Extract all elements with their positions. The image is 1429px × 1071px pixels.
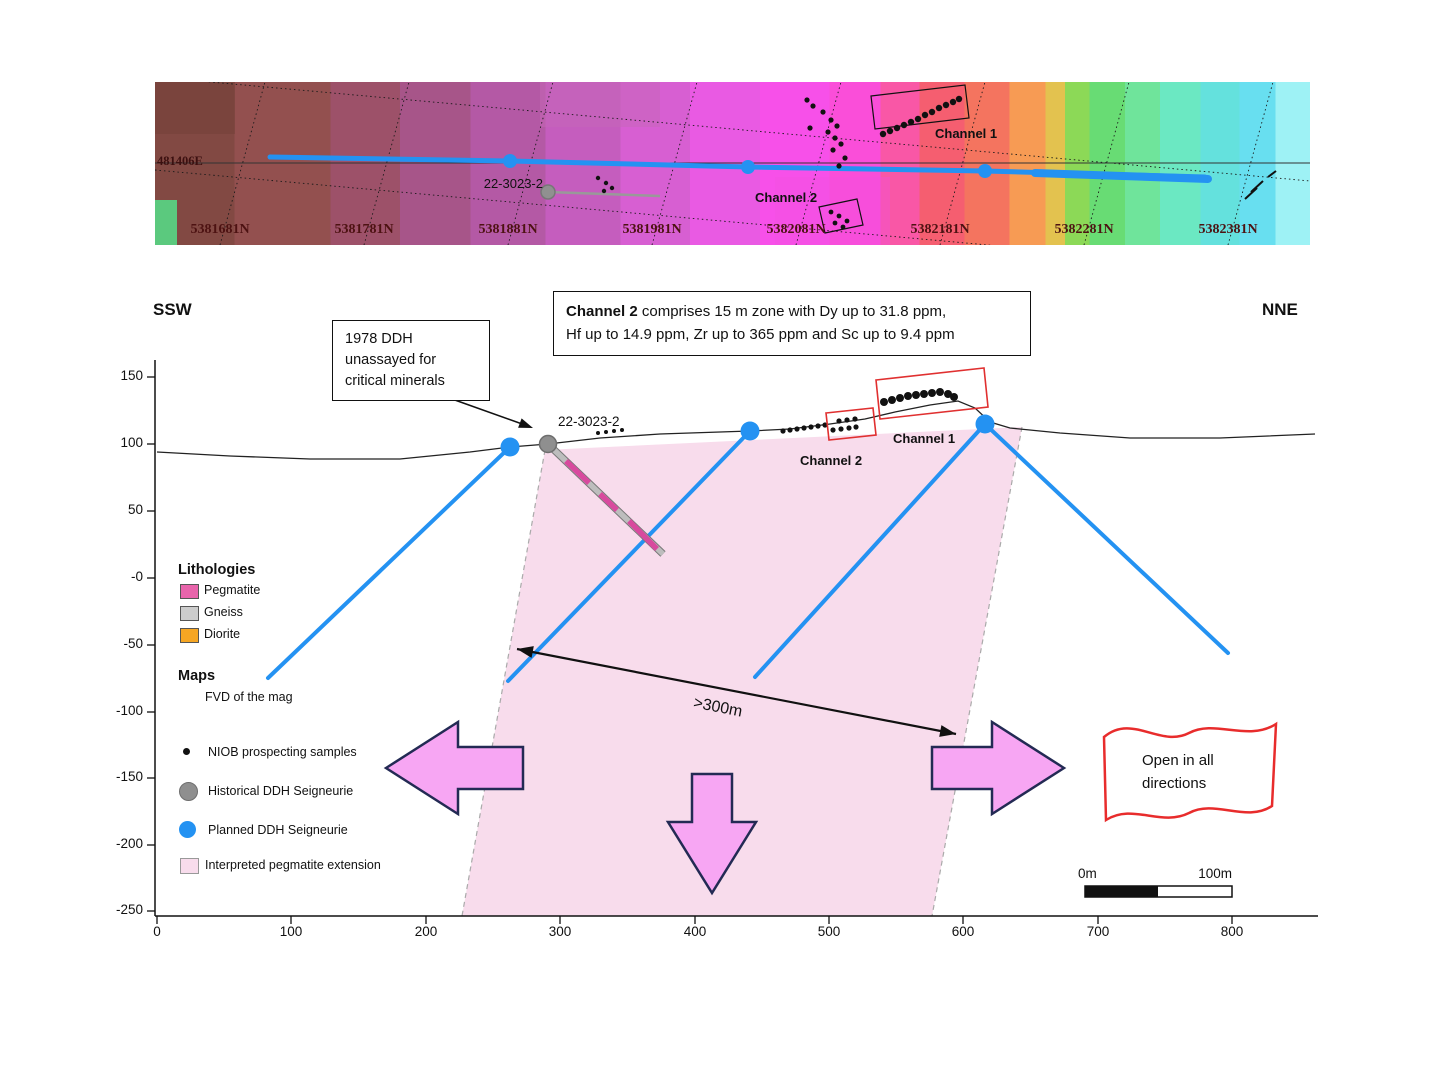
planned-ddh-traces — [266, 422, 1230, 683]
legend-gneiss-label: Gneiss — [204, 605, 243, 619]
y-tick-label: 150 — [120, 368, 143, 383]
x-tick-label: 100 — [279, 924, 303, 939]
axis-ticks — [147, 376, 1233, 924]
channel2-info-box: Channel 2 comprises 15 m zone with Dy up… — [553, 291, 1031, 356]
map-northing-label: 5381681N — [190, 222, 250, 237]
y-tick-label: -0 — [130, 569, 143, 584]
callout-arrow — [451, 398, 533, 428]
map-channel2-label: Channel 2 — [755, 190, 818, 205]
y-tick-label: 100 — [120, 435, 143, 450]
x-tick-label: 200 — [414, 924, 438, 939]
legend-diorite-label: Diorite — [204, 627, 241, 641]
open-flag-shape — [1102, 721, 1278, 823]
scalebar-zero-label: 0m — [1078, 866, 1097, 881]
x-tick-label: 400 — [683, 924, 707, 939]
pegmatite-extension-polygon — [462, 427, 1022, 916]
gneiss-swatch-icon — [180, 606, 199, 621]
map-northing-label: 5381881N — [478, 222, 538, 237]
mag-map-strip: 481406E 22-3023-2 Channel 1 Channel 2 53… — [155, 82, 1310, 245]
niob-dot-icon — [183, 748, 190, 755]
historical-collar-dot — [538, 434, 558, 454]
y-tick-label: -150 — [115, 769, 143, 784]
section-sample-dots — [596, 388, 958, 435]
section-axes — [154, 360, 1318, 917]
map-northing-label: 5381781N — [334, 222, 394, 237]
map-color-patch — [540, 82, 660, 127]
map-overlay-graphics — [155, 82, 1310, 245]
map-northing-label: 5382281N — [1054, 222, 1114, 237]
planned-collar-dots — [500, 414, 995, 457]
legend-planned-label: Planned DDH Seigneurie — [208, 823, 348, 837]
extension-block-arrows — [383, 719, 1067, 896]
open-flag-label: Open in all directions — [1142, 752, 1214, 793]
y-tick-label: -200 — [115, 836, 143, 851]
pegmatite-extension-swatch-icon — [180, 858, 199, 874]
map-historical-ddh-label: 22-3023-2 — [483, 176, 543, 191]
section-channel1-box — [875, 367, 989, 420]
y-tick-label: -50 — [123, 636, 143, 651]
scale-bar — [1084, 885, 1233, 898]
pegmatite-swatch-icon — [180, 584, 199, 599]
legend-lithologies-title: Lithologies — [178, 562, 256, 578]
y-tick-label: -100 — [115, 703, 143, 718]
x-tick-label: 0 — [153, 924, 161, 939]
map-northing-label: 5382181N — [910, 222, 970, 237]
map-grid-lines — [155, 82, 1310, 245]
block-arrow-right — [930, 719, 1067, 817]
map-historical-ddh — [540, 184, 661, 200]
x-tick-label: 600 — [951, 924, 975, 939]
block-arrow-left — [383, 719, 525, 817]
map-channel2-box — [818, 198, 864, 234]
y-tick-label: -250 — [115, 902, 143, 917]
legend-historical-label: Historical DDH Seigneurie — [208, 784, 354, 798]
distance-arrow — [516, 646, 957, 737]
map-channel1-label: Channel 1 — [935, 126, 998, 141]
historical-ddh-callout: 1978 DDH unassayed for critical minerals — [332, 320, 490, 402]
direction-ssw-label: SSW — [153, 300, 192, 319]
info-box-line1: comprises 15 m zone with Dy up to 31.8 p… — [637, 303, 947, 320]
legend-pegmatite-label: Pegmatite — [204, 583, 261, 597]
legend-extension-label: Interpreted pegmatite extension — [205, 858, 381, 872]
historical-ddh-dot-icon — [179, 782, 198, 801]
map-color-patch — [155, 82, 235, 134]
map-color-patch — [155, 200, 177, 245]
pegmatite-extension-edges — [461, 426, 1023, 917]
section-channel2-label: Channel 2 — [800, 453, 863, 468]
diorite-swatch-icon — [180, 628, 199, 643]
section-channel2-box — [825, 407, 877, 441]
historical-ddh-trace — [546, 442, 666, 557]
scalebar-100m-label: 100m — [1198, 866, 1232, 881]
legend-niob-label: NIOB prospecting samples — [208, 745, 357, 759]
y-tick-label: 50 — [127, 502, 143, 517]
x-tick-label: 300 — [548, 924, 572, 939]
info-box-bold: Channel 2 — [566, 303, 638, 320]
legend-fvd-label: FVD of the mag — [205, 690, 293, 704]
planned-ddh-dot-icon — [179, 821, 196, 838]
block-arrow-down — [665, 772, 759, 896]
legend-maps-title: Maps — [178, 668, 216, 684]
section-historical-ddh-label: 22-3023-2 — [558, 414, 620, 429]
map-easting-label: 481406E — [157, 154, 203, 168]
map-channel1-box — [870, 84, 970, 130]
direction-nne-label: NNE — [1262, 300, 1298, 319]
x-tick-label: 700 — [1086, 924, 1110, 939]
info-box-line2: Hf up to 14.9 ppm, Zr up to 365 ppm and … — [566, 326, 955, 344]
x-tick-label: 500 — [817, 924, 841, 939]
x-tick-label: 800 — [1220, 924, 1244, 939]
fault-symbol-icon — [1244, 170, 1277, 200]
map-sample-dots — [595, 95, 963, 230]
section-channel1-label: Channel 1 — [893, 431, 956, 446]
map-northing-label: 5382081N — [766, 222, 826, 237]
map-northing-label: 5382381N — [1198, 222, 1258, 237]
map-northing-label: 5381981N — [622, 222, 682, 237]
map-planned-ddh-trace — [267, 154, 1212, 183]
